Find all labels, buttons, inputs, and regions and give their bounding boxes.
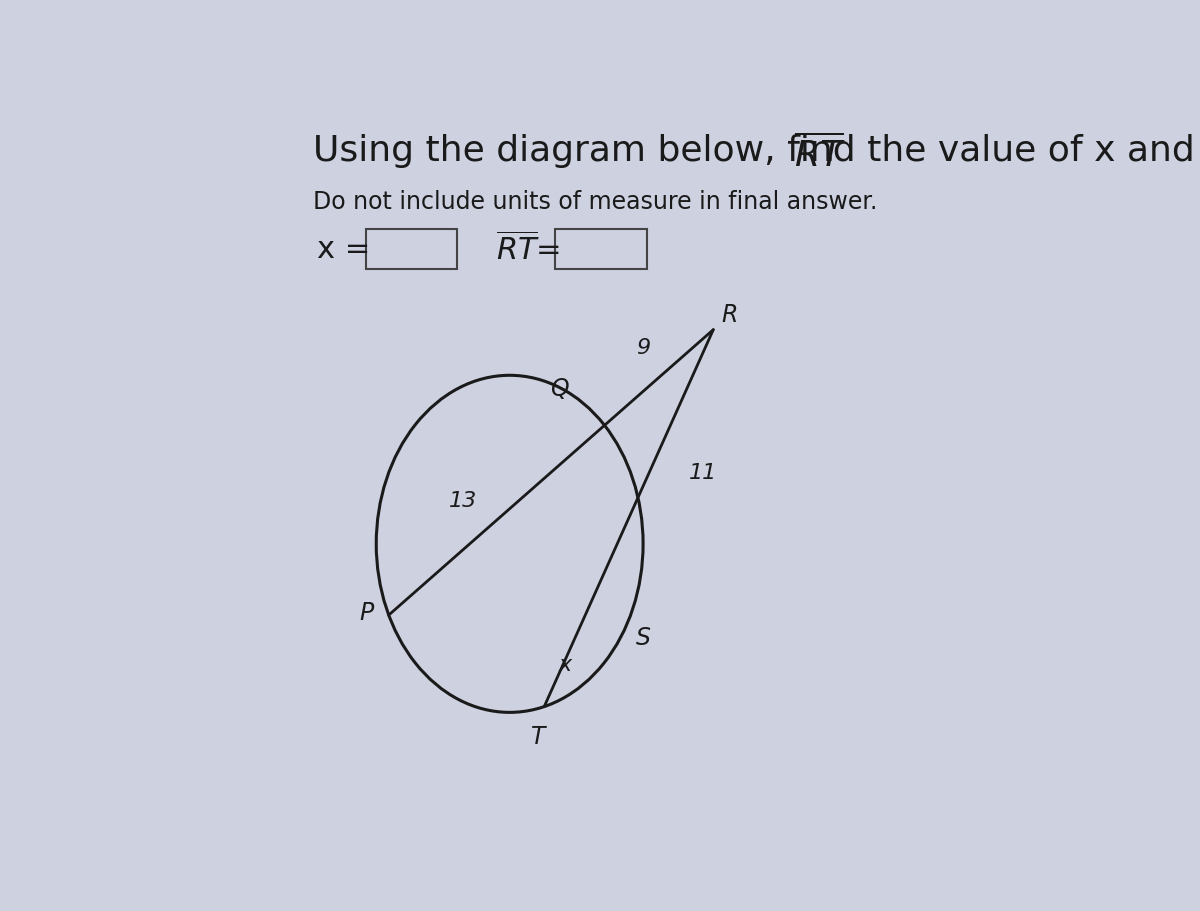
Bar [366,230,457,270]
Text: P: P [359,599,373,624]
Text: 13: 13 [449,490,478,510]
Text: x =: x = [317,235,370,264]
Text: R: R [721,302,738,327]
Text: 11: 11 [689,463,718,482]
Text: Do not include units of measure in final answer.: Do not include units of measure in final… [313,190,877,214]
Text: $\overline{RT}$: $\overline{RT}$ [794,134,846,173]
Text: 9: 9 [636,338,649,358]
Text: .: . [823,134,834,168]
Text: Q: Q [550,377,569,401]
Text: Using the diagram below, find the value of x and: Using the diagram below, find the value … [313,134,1200,168]
Text: S: S [636,625,650,649]
Text: $\overline{RT}$=: $\overline{RT}$= [496,232,560,267]
Text: T: T [532,724,546,748]
Bar [556,230,647,270]
Text: x: x [558,654,571,674]
